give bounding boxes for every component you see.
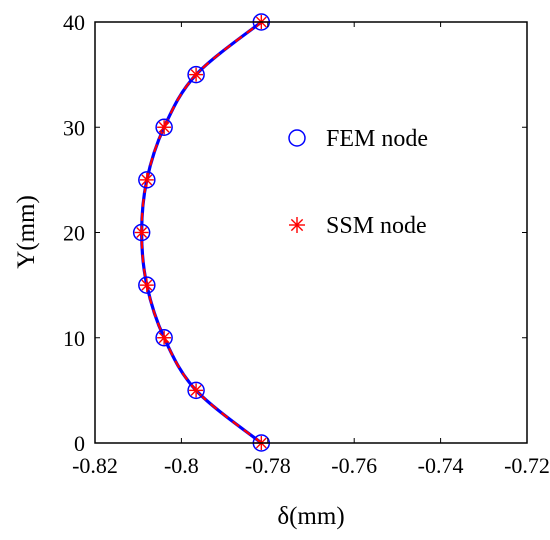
legend-asterisk bbox=[289, 217, 305, 233]
y-axis-ticks: 0 10 20 30 40 bbox=[63, 10, 527, 456]
fem-node-point bbox=[187, 381, 205, 400]
x-axis-title: δ(mm) bbox=[277, 503, 344, 530]
fem-node-point bbox=[155, 329, 173, 347]
ssm-node-point bbox=[189, 67, 204, 82]
y-tick-label: 10 bbox=[63, 326, 85, 351]
x-tick-label: -0.82 bbox=[72, 453, 118, 478]
ssm-node-point bbox=[189, 383, 204, 398]
y-axis-title: Y(mm) bbox=[13, 195, 40, 269]
y-tick-label: 0 bbox=[74, 431, 85, 456]
y-tick-label: 40 bbox=[63, 10, 85, 35]
y-tick-label: 30 bbox=[63, 115, 85, 140]
ssm-node-point bbox=[134, 225, 149, 240]
fem-node-point bbox=[138, 276, 156, 294]
x-tick-label: -0.72 bbox=[504, 453, 550, 478]
fem-node-point bbox=[138, 171, 156, 189]
plot-area bbox=[95, 22, 527, 443]
y-tick-label: 20 bbox=[63, 221, 85, 246]
x-tick-label: -0.78 bbox=[245, 453, 291, 478]
legend-fem-label: FEM node bbox=[326, 126, 428, 152]
x-tick-label: -0.76 bbox=[331, 453, 377, 478]
legend-ssm-label: SSM node bbox=[326, 213, 427, 239]
ssm-node-point bbox=[157, 120, 172, 135]
legend: FEM node SSM node bbox=[288, 126, 428, 239]
ssm-node-point bbox=[139, 278, 154, 293]
fem-node-point bbox=[155, 118, 173, 136]
legend-ssm-marker bbox=[289, 217, 305, 233]
fem-node-point bbox=[187, 65, 205, 84]
ssm-node-point bbox=[139, 172, 154, 187]
ssm-node-point bbox=[157, 330, 172, 345]
x-tick-label: -0.8 bbox=[164, 453, 199, 478]
legend-fem-marker bbox=[288, 129, 306, 147]
x-axis-ticks: -0.82 -0.8 -0.78 -0.76 -0.74 -0.72 bbox=[72, 22, 550, 478]
fem-node-point bbox=[132, 223, 151, 242]
x-tick-label: -0.74 bbox=[418, 453, 464, 478]
